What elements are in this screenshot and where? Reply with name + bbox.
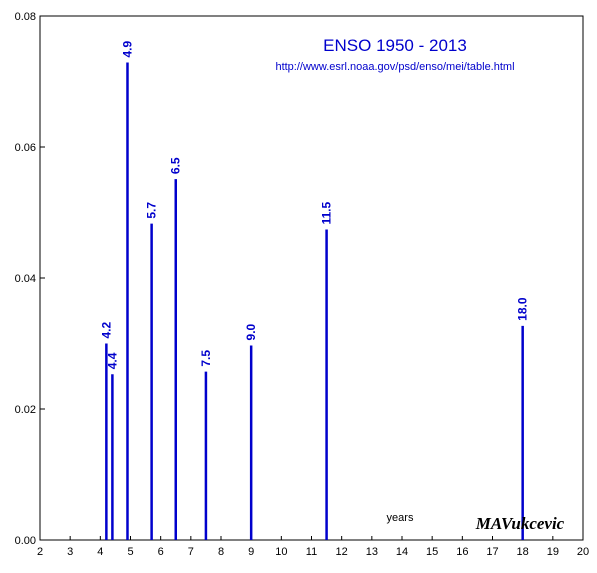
x-tick-label: 6	[158, 546, 164, 558]
peak-label: 18.0	[516, 297, 530, 321]
peak-label: 9.0	[244, 323, 258, 340]
y-tick-label: 0.02	[15, 404, 36, 416]
x-tick-label: 14	[396, 546, 408, 558]
plot-area: 0.00 0.02 0.04 0.06 0.08 2 3 4 5 6 7 8 9 10 11 12 13 14 15…	[15, 11, 590, 558]
x-tick-label: 20	[577, 546, 589, 558]
x-tick-label: 12	[336, 546, 348, 558]
x-tick-label: 3	[67, 546, 73, 558]
chart-source-url: http://www.esrl.noaa.gov/psd/enso/mei/ta…	[275, 61, 514, 73]
x-tick-label: 13	[366, 546, 378, 558]
peak-label: 4.2	[99, 321, 113, 338]
author-signature: MAVukcevic	[475, 514, 565, 533]
x-tick-label: 16	[456, 546, 468, 558]
x-tick-label: 7	[188, 546, 194, 558]
y-tick-label: 0.04	[15, 273, 36, 285]
x-tick-label: 5	[127, 546, 133, 558]
peak-label: 11.5	[320, 202, 334, 225]
x-tick-label: 8	[218, 546, 224, 558]
x-tick-label: 17	[486, 546, 498, 558]
x-tick-label: 4	[97, 546, 103, 558]
y-tick-label: 0.08	[15, 11, 36, 23]
x-tick-label: 2	[37, 546, 43, 558]
y-tick-label: 0.00	[15, 535, 36, 547]
x-tick-label: 10	[275, 546, 287, 558]
peak-label: 7.5	[199, 350, 213, 367]
peak-label: 5.7	[145, 202, 159, 219]
x-tick-label: 19	[547, 546, 559, 558]
chart-title: ENSO 1950 - 2013	[323, 36, 467, 55]
peak-label: 4.9	[120, 40, 134, 57]
x-tick-label: 11	[306, 546, 317, 558]
x-tick-label: 18	[517, 546, 529, 558]
x-axis-label: years	[387, 512, 414, 524]
x-tick-label: 9	[248, 546, 254, 558]
y-tick-label: 0.06	[15, 142, 36, 154]
peak-label: 6.5	[169, 157, 183, 174]
peak-label: 4.4	[105, 352, 119, 369]
x-tick-label: 15	[426, 546, 438, 558]
